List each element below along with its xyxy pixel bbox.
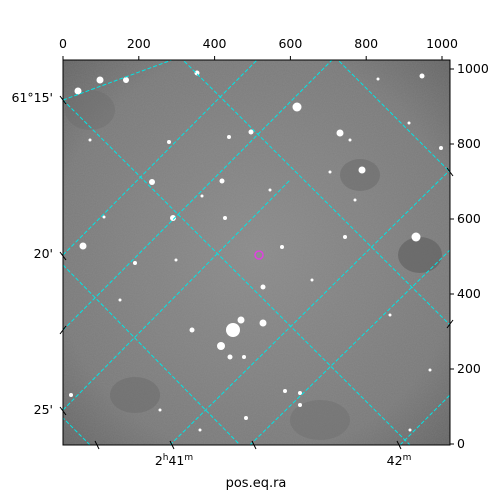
top-axis: 0 200 400 600 800 1000 <box>59 36 458 60</box>
grid-line <box>182 60 450 326</box>
star <box>310 278 314 282</box>
left-tick-label: 20' <box>34 246 53 261</box>
star <box>292 102 302 112</box>
star <box>298 391 302 395</box>
right-tick-label: 600 <box>457 211 481 226</box>
grid-line <box>169 169 450 445</box>
star <box>343 235 347 239</box>
star <box>242 355 246 359</box>
star <box>439 146 443 150</box>
top-tick-label: 200 <box>127 36 151 51</box>
grid-line <box>337 60 450 173</box>
star <box>118 298 122 302</box>
grid-line <box>63 99 411 445</box>
top-tick-label: 0 <box>59 36 67 51</box>
star <box>348 138 352 142</box>
bottom-tick-label: 42m <box>387 453 412 468</box>
grid-line <box>63 60 333 331</box>
bottom-tick-label: 2h41m <box>155 453 193 468</box>
star <box>280 245 284 249</box>
x-axis-label: pos.eq.ra <box>226 476 287 491</box>
grid-line <box>63 60 174 101</box>
star <box>268 188 272 192</box>
star <box>223 216 227 220</box>
star <box>407 121 411 125</box>
star <box>200 194 204 198</box>
grid-line <box>63 60 258 256</box>
star <box>219 178 225 184</box>
grid-line <box>63 264 241 445</box>
star <box>149 179 155 185</box>
star <box>158 408 162 412</box>
star <box>411 232 421 242</box>
bottom-axis: 2h41m 42m pos.eq.ra <box>94 440 412 491</box>
right-axis: 0 200 400 600 800 1000 <box>446 61 489 451</box>
star <box>248 129 254 135</box>
top-tick-label: 800 <box>354 36 378 51</box>
right-tick-label: 400 <box>457 286 481 301</box>
left-tick-label: 25' <box>34 402 53 417</box>
star <box>353 198 357 202</box>
star <box>283 389 287 393</box>
star <box>170 215 176 221</box>
star <box>217 342 225 350</box>
star <box>189 327 195 333</box>
star <box>227 135 231 139</box>
star <box>174 258 178 262</box>
right-tick-label: 800 <box>457 136 481 151</box>
star <box>358 166 366 174</box>
star <box>194 70 200 76</box>
star <box>88 138 92 142</box>
stars <box>69 70 443 432</box>
star <box>167 140 171 144</box>
star <box>376 77 380 81</box>
star <box>198 428 202 432</box>
target-marker <box>254 250 264 260</box>
star <box>328 170 332 174</box>
sky-image <box>63 60 450 445</box>
grid-line <box>249 249 450 445</box>
right-tick-label: 1000 <box>457 61 489 76</box>
star <box>298 403 302 407</box>
star <box>69 393 73 397</box>
star <box>123 77 129 83</box>
star <box>259 319 267 327</box>
star <box>336 129 344 137</box>
star <box>227 354 233 360</box>
left-axis: 61°15' 20' 25' <box>12 90 67 417</box>
star <box>419 73 425 79</box>
star <box>102 215 106 219</box>
star <box>74 87 82 95</box>
plot-frame <box>62 59 451 446</box>
star <box>408 428 412 432</box>
star <box>79 242 87 250</box>
coordinate-grid <box>63 60 450 445</box>
right-tick-label: 200 <box>457 361 481 376</box>
star <box>260 284 266 290</box>
right-tick-label: 0 <box>457 436 465 451</box>
star <box>226 323 240 337</box>
star <box>244 416 248 420</box>
star <box>388 313 392 317</box>
top-tick-label: 400 <box>203 36 227 51</box>
top-tick-label: 1000 <box>426 36 458 51</box>
top-tick-label: 600 <box>278 36 302 51</box>
grid-line <box>63 417 91 445</box>
star <box>237 316 245 324</box>
star <box>133 261 137 265</box>
star <box>428 368 432 372</box>
star <box>96 76 104 84</box>
left-tick-label: 61°15' <box>12 90 54 105</box>
